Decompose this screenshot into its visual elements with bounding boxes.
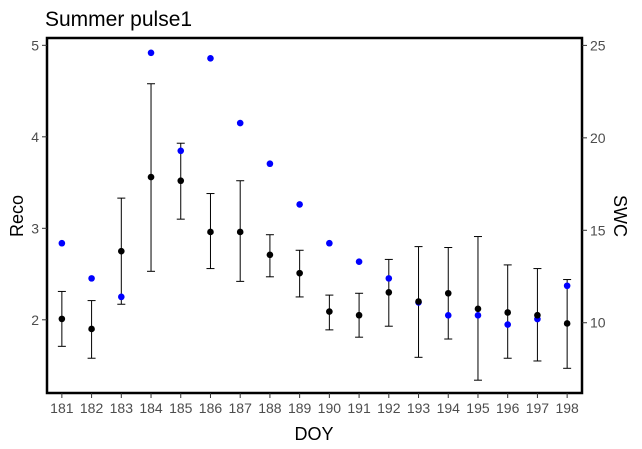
swc-point (355, 258, 363, 266)
reco-point (444, 289, 452, 297)
reco-point (266, 251, 274, 259)
swc-point (236, 119, 244, 127)
x-tick-label: 195 (466, 400, 490, 416)
x-tick-label: 192 (377, 400, 401, 416)
plot-panel (45, 36, 584, 395)
reco-point (534, 311, 541, 319)
x-tick-label: 183 (110, 400, 134, 416)
x-tick-label: 196 (496, 400, 520, 416)
swc-point (266, 160, 274, 168)
swc-point (504, 321, 511, 328)
x-tick-label: 188 (258, 400, 282, 416)
x-axis-title: DOY (294, 424, 333, 444)
swc-point (207, 55, 214, 62)
swc-point (474, 312, 482, 319)
x-tick-label: 197 (526, 400, 550, 416)
swc-point (147, 49, 155, 57)
reco-point (118, 247, 125, 255)
y-tick-label-right: 20 (590, 130, 606, 146)
x-tick-label: 194 (437, 400, 461, 416)
data-marks (57, 49, 572, 381)
x-tick-label: 189 (288, 400, 312, 416)
y-tick-label-right: 10 (590, 315, 606, 331)
swc-point (58, 239, 66, 247)
y-tick-label-left: 4 (31, 129, 39, 145)
x-tick-label: 182 (80, 400, 104, 416)
swc-point (177, 147, 185, 155)
y-tick-label-right: 25 (590, 37, 606, 53)
y-tick-label-left: 3 (31, 220, 39, 236)
y-tick-label-left: 2 (31, 312, 39, 328)
x-tick-label: 193 (407, 400, 431, 416)
swc-point (88, 275, 95, 282)
reco-point (504, 309, 511, 316)
swc-point (385, 275, 393, 282)
reco-point (415, 298, 422, 305)
x-tick-label: 191 (347, 400, 371, 416)
reco-point (236, 228, 244, 236)
x-tick-label: 198 (555, 400, 579, 416)
reco-point (385, 289, 393, 296)
swc-point (444, 312, 452, 319)
x-tick-label: 186 (199, 400, 223, 416)
reco-point (296, 269, 303, 277)
reco-point (147, 173, 155, 181)
reco-point (88, 325, 95, 333)
reco-point (207, 228, 214, 236)
x-tick-label: 184 (139, 400, 163, 416)
x-tick-label: 190 (318, 400, 342, 416)
swc-point (563, 282, 571, 290)
reco-point (563, 320, 571, 327)
x-axis: 181 182 183 184 185 186 187 188 189 190 191 192 193 1… (50, 393, 579, 416)
reco-point (326, 308, 333, 315)
reco-point (58, 315, 66, 323)
y-tick-label-right: 15 (590, 222, 606, 238)
chart-title: Summer pulse1 (45, 8, 192, 31)
swc-point (326, 239, 333, 247)
reco-point (177, 177, 185, 185)
y-tick-label-left: 5 (31, 37, 39, 53)
x-tick-label: 187 (229, 400, 253, 416)
y-axis-right: 10 15 20 25 (582, 37, 606, 331)
swc-point (296, 201, 303, 208)
reco-point (474, 305, 482, 313)
y-axis-title-left: Reco (7, 195, 27, 237)
y-axis-title-right: SWC (610, 195, 630, 237)
y-axis-left: 2 3 4 5 (31, 37, 47, 328)
swc-point (118, 293, 125, 301)
reco-point (355, 311, 363, 319)
x-tick-label: 185 (169, 400, 193, 416)
x-tick-label: 181 (50, 400, 74, 416)
